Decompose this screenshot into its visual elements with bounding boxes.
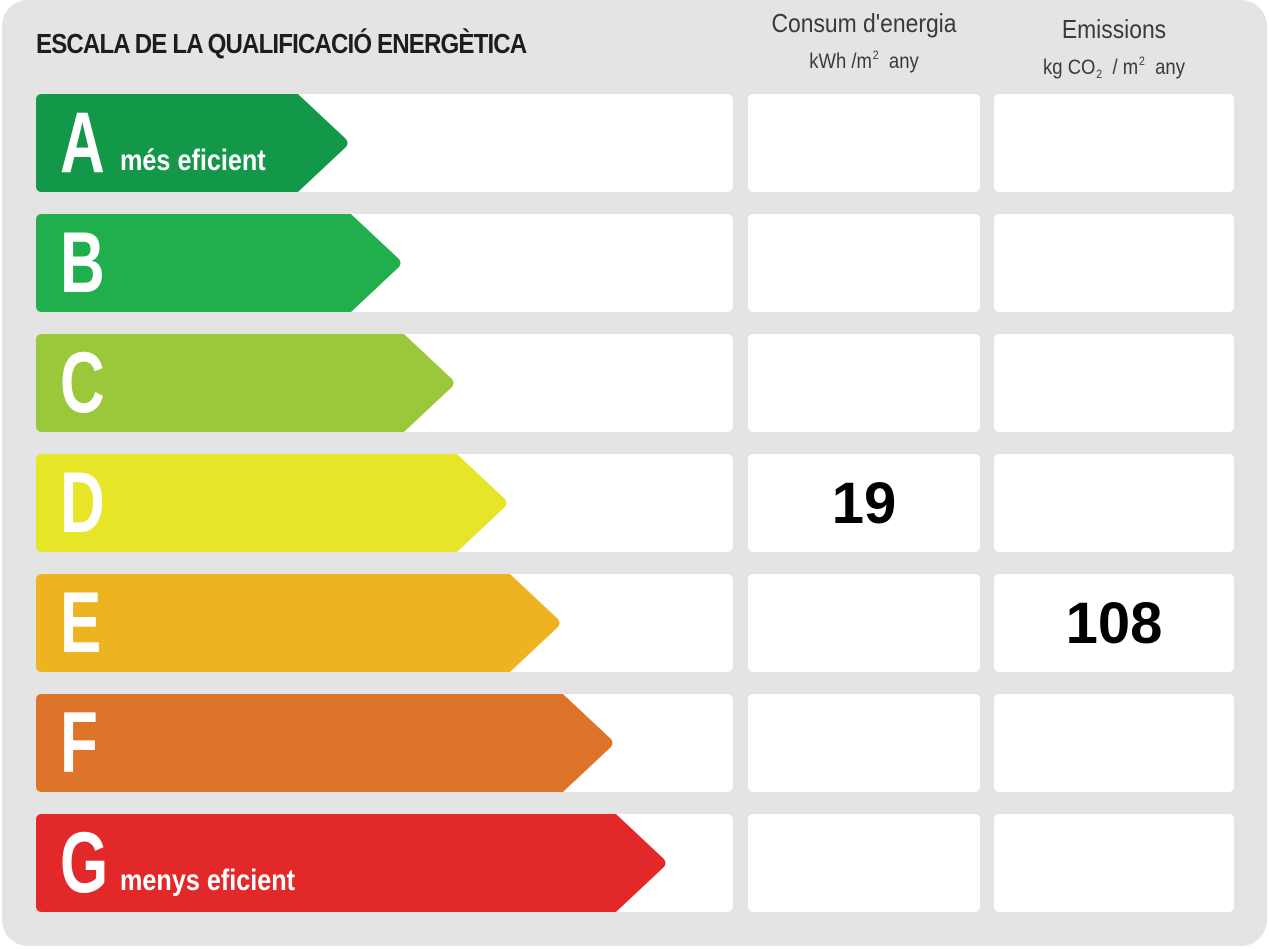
- emissions-cell-a: [994, 94, 1234, 192]
- class-arrow-c: [36, 334, 455, 432]
- class-arrow-shape-a: [36, 94, 348, 192]
- class-letter-c: C: [60, 335, 105, 431]
- class-label-a: més eficient: [120, 144, 266, 177]
- consum-cell-e: [748, 574, 980, 672]
- consum-cell-a: [748, 94, 980, 192]
- class-arrow-shape-e: [36, 574, 560, 672]
- consum-header-title: Consum d'energia: [771, 8, 957, 38]
- emissions-value: 108: [1065, 590, 1163, 656]
- emissions-cell-g: [994, 814, 1234, 912]
- consum-value: 19: [831, 470, 897, 536]
- class-arrow-shape-d: [36, 454, 507, 552]
- class-arrow-shape-f: [36, 694, 613, 792]
- class-letter-b: B: [60, 215, 105, 311]
- consum-cell-b: [748, 214, 980, 312]
- emissions-cell-d: [994, 454, 1234, 552]
- class-letter-a: A: [60, 95, 105, 191]
- class-letter-g: G: [60, 815, 109, 911]
- class-letter-f: F: [60, 695, 98, 791]
- class-letter-e: E: [60, 575, 102, 671]
- class-arrow-e: [36, 574, 561, 672]
- scale-title: ESCALA DE LA QUALIFICACIÓ ENERGÈTICA: [36, 28, 527, 59]
- class-label-g: menys eficient: [120, 864, 296, 897]
- emissions-column-header: Emissions kg CO2 / m2 any: [1008, 14, 1219, 87]
- class-arrow-f: [36, 694, 614, 792]
- consum-cell-f: [748, 694, 980, 792]
- emissions-header-unit: kg CO2 / m2 any: [1043, 54, 1185, 81]
- consum-cell-c: [748, 334, 980, 432]
- class-arrow-d: [36, 454, 508, 552]
- consum-cell-d: 19: [748, 454, 980, 552]
- emissions-cell-b: [994, 214, 1234, 312]
- class-arrow-a: [36, 94, 349, 192]
- emissions-cell-e: 108: [994, 574, 1234, 672]
- emissions-header-title: Emissions: [1061, 14, 1167, 44]
- class-arrow-g: [36, 814, 667, 912]
- class-letter-d: D: [60, 455, 105, 551]
- class-arrow-shape-g: [36, 814, 666, 912]
- consum-cell-g: [748, 814, 980, 912]
- class-arrow-b: [36, 214, 402, 312]
- consum-header-unit: kWh /m2 any: [809, 48, 919, 73]
- emissions-cell-f: [994, 694, 1234, 792]
- class-arrow-shape-c: [36, 334, 454, 432]
- emissions-cell-c: [994, 334, 1234, 432]
- consum-column-header: Consum d'energia kWh /m2 any: [762, 8, 966, 75]
- class-arrow-shape-b: [36, 214, 401, 312]
